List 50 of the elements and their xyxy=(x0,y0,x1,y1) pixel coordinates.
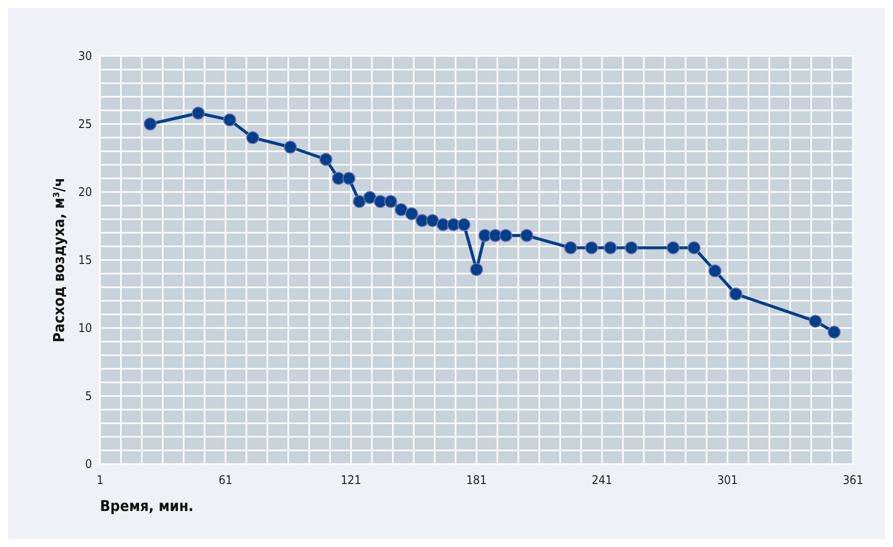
point xyxy=(284,140,297,154)
point xyxy=(384,195,398,208)
y-tick-label: 25 xyxy=(78,117,92,131)
point xyxy=(363,190,376,204)
point xyxy=(416,214,429,228)
point xyxy=(374,195,387,208)
y-axis-title: Расход воздуха, м³/ч xyxy=(50,178,68,342)
point xyxy=(394,203,408,216)
y-tick-label: 0 xyxy=(85,457,92,471)
point xyxy=(319,152,332,166)
point xyxy=(604,241,617,254)
y-tick-label: 20 xyxy=(78,185,92,199)
point xyxy=(729,288,742,300)
point xyxy=(436,218,450,232)
x-axis-title: Время, мин. xyxy=(100,497,194,515)
point xyxy=(520,229,534,242)
y-tick-label: 15 xyxy=(78,253,92,267)
point xyxy=(246,131,260,144)
point xyxy=(470,263,483,276)
point xyxy=(342,172,356,185)
point xyxy=(352,195,366,208)
y-tick-label: 30 xyxy=(78,49,92,63)
x-tick-label: 241 xyxy=(592,473,612,487)
point xyxy=(564,241,578,254)
x-tick-label: 1 xyxy=(96,473,104,487)
point xyxy=(585,241,598,254)
point xyxy=(828,326,841,339)
point xyxy=(426,214,440,228)
point xyxy=(192,106,205,120)
point xyxy=(499,229,512,242)
point xyxy=(488,229,502,242)
point xyxy=(332,172,345,185)
point xyxy=(624,241,638,254)
point xyxy=(457,218,470,232)
x-tick-label: 301 xyxy=(717,473,738,487)
point xyxy=(708,264,722,278)
point xyxy=(808,314,822,328)
x-tick-label: 361 xyxy=(842,473,864,487)
point xyxy=(223,113,236,126)
point xyxy=(405,207,418,220)
x-tick-label: 121 xyxy=(340,473,362,487)
point xyxy=(478,229,492,242)
point xyxy=(144,118,157,130)
x-tick-label: 181 xyxy=(466,473,487,487)
point xyxy=(688,241,701,254)
point xyxy=(446,218,460,232)
y-tick-label: 5 xyxy=(85,389,92,403)
point xyxy=(666,241,680,254)
y-tick-label: 10 xyxy=(78,321,92,335)
x-tick-label: 61 xyxy=(218,473,232,487)
